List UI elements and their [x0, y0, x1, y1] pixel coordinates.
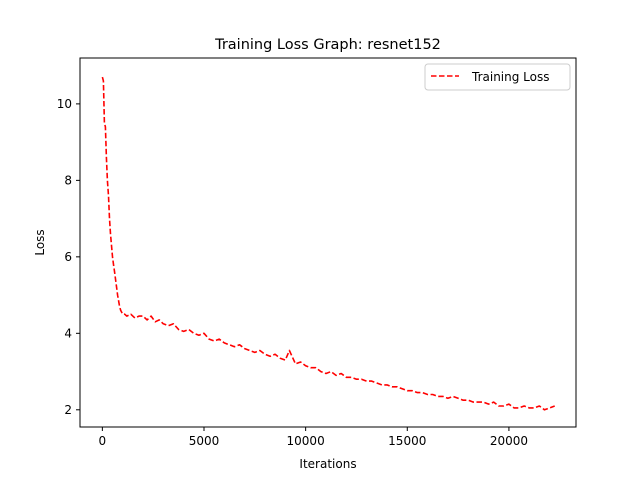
plot-frame: [79, 57, 577, 428]
chart-title: Training Loss Graph: resnet152: [214, 37, 441, 53]
legend: Training Loss: [424, 63, 571, 91]
y-tick-label: 8: [64, 173, 72, 187]
x-tick-label: 15000: [388, 434, 426, 448]
y-tick-label: 6: [64, 250, 72, 264]
series-line: [101, 76, 555, 411]
x-tick-label: 20000: [490, 434, 528, 448]
legend-box: [424, 63, 571, 91]
series-layer: [101, 76, 555, 411]
x-tick-label: 5000: [189, 434, 220, 448]
y-tick-label: 4: [64, 326, 72, 340]
y-tick-label: 10: [57, 97, 72, 111]
legend-label: Training Loss: [471, 70, 549, 84]
x-tick-label: 0: [99, 434, 107, 448]
y-axis-label: Loss: [33, 229, 47, 255]
x-axis-label: Iterations: [299, 457, 356, 471]
y-axis-ticks: 2 4 6 8 10: [57, 97, 80, 417]
x-tick-label: 10000: [287, 434, 325, 448]
y-tick-label: 2: [64, 403, 72, 417]
x-axis-ticks: 0 5000 10000 15000 20000: [99, 427, 528, 448]
